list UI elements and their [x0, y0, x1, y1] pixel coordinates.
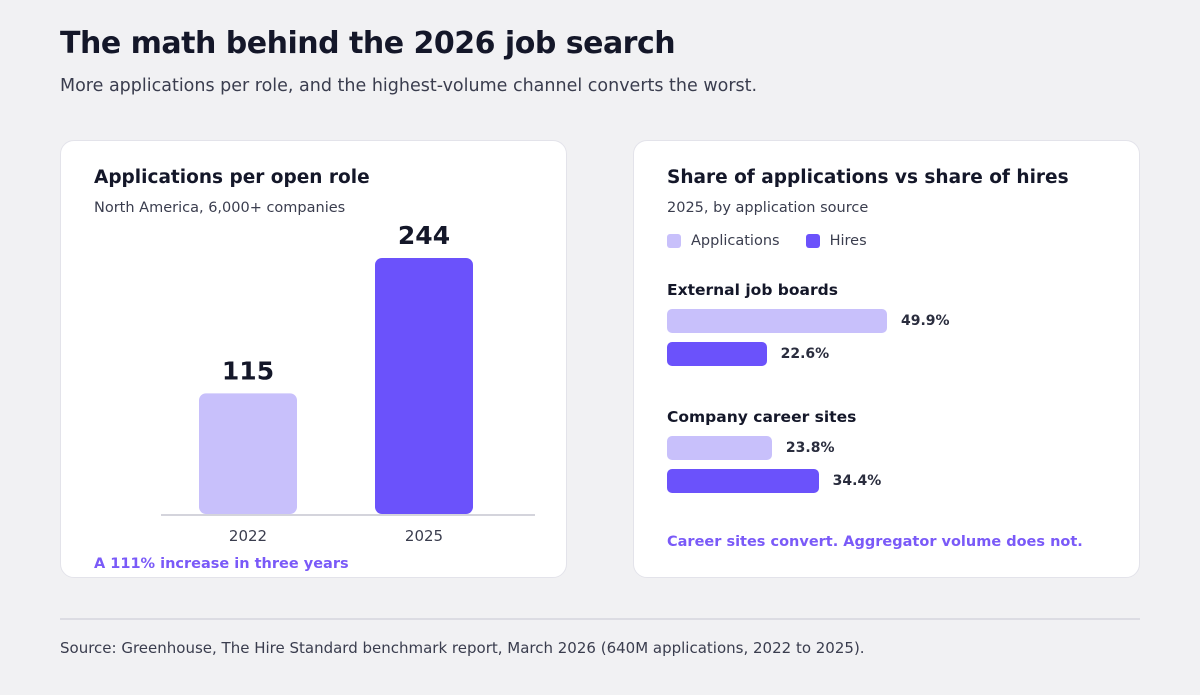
chart-takeaway: A 111% increase in three years — [94, 556, 349, 572]
legend-item-applications: Applications — [667, 233, 780, 249]
page-subtitle: More applications per role, and the high… — [60, 76, 758, 96]
page-title: The math behind the 2026 job search — [60, 26, 676, 61]
hbar-value-label: 34.4% — [832, 473, 882, 489]
chart-subtitle: 2025, by application source — [667, 200, 869, 216]
chart-legend: Applications Hires — [667, 233, 893, 249]
hbar-value-label: 49.9% — [901, 313, 950, 329]
hbar-applications — [667, 309, 887, 333]
share-comparison-card: Share of applications vs share of hires … — [633, 140, 1140, 578]
footer-divider — [60, 618, 1140, 620]
bar-value-label: 115 — [222, 356, 274, 385]
source-note: Source: Greenhouse, The Hire Standard be… — [60, 639, 865, 657]
bar-2025 — [375, 258, 473, 514]
chart-title: Share of applications vs share of hires — [667, 167, 1069, 188]
legend-label: Applications — [691, 233, 780, 249]
chart-title: Applications per open role — [94, 167, 370, 188]
legend-item-hires: Hires — [805, 233, 867, 249]
bar-value-label: 244 — [398, 221, 450, 250]
hbar-hires — [667, 469, 819, 493]
hbar-applications — [667, 436, 772, 460]
applications-bar-chart: 115 2022 244 2025 — [161, 221, 535, 545]
applications-per-role-card: Applications per open role North America… — [60, 140, 567, 578]
chart-takeaway: Career sites convert. Aggregator volume … — [667, 534, 1083, 550]
bar-2022 — [199, 393, 297, 514]
hbar-hires — [667, 342, 767, 366]
hbar-value-label: 23.8% — [785, 440, 835, 456]
x-tick-label: 2025 — [405, 527, 443, 545]
group-label: External job boards — [667, 281, 838, 299]
legend-label: Hires — [829, 233, 867, 249]
legend-swatch-applications — [667, 234, 681, 248]
legend-swatch-hires — [805, 234, 820, 248]
x-tick-label: 2022 — [229, 527, 267, 545]
group-label: Company career sites — [667, 408, 857, 426]
chart-subtitle: North America, 6,000+ companies — [94, 200, 346, 216]
hbar-value-label: 22.6% — [780, 346, 830, 362]
